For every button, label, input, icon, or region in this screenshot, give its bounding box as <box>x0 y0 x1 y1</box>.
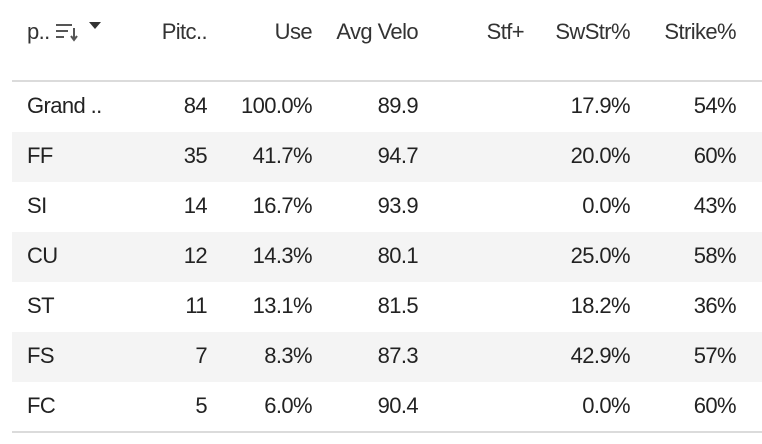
cell-value: 7 <box>195 343 207 368</box>
cell-value: 14 <box>184 193 208 218</box>
table-cells: p.. Pitc.. Use Avg Velo Stf+ SwStr% Strike% Gra… <box>27 19 737 418</box>
column-header[interactable]: p.. <box>27 19 50 44</box>
row-label: ST <box>27 293 54 318</box>
cell-value: 25.0% <box>571 243 630 268</box>
column-header[interactable]: Pitc.. <box>162 19 208 44</box>
cell-value: 16.7% <box>253 193 312 218</box>
cell-value: 58% <box>694 243 736 268</box>
dropdown-arrow[interactable] <box>89 22 101 29</box>
row-bands <box>12 132 762 382</box>
cell-value: 11 <box>185 293 207 318</box>
cell-value: 90.4 <box>378 393 419 418</box>
cell-value: 8.3% <box>264 343 312 368</box>
column-header[interactable]: Stf+ <box>487 19 525 44</box>
row-label: CU <box>27 243 58 268</box>
cell-value: 14.3% <box>253 243 312 268</box>
row-label: Grand .. <box>27 93 102 118</box>
cell-value: 43% <box>694 193 736 218</box>
cell-value: 18.2% <box>571 293 630 318</box>
row-band <box>12 132 762 182</box>
cell-value: 89.9 <box>378 93 419 118</box>
cell-value: 13.1% <box>253 293 312 318</box>
cell-value: 12 <box>184 243 208 268</box>
sort-icon[interactable] <box>56 24 78 42</box>
row-band <box>12 332 762 382</box>
cell-value: 35 <box>184 143 208 168</box>
cell-value: 93.9 <box>378 193 419 218</box>
cell-value: 36% <box>694 293 736 318</box>
cell-value: 0.0% <box>582 393 630 418</box>
cell-value: 54% <box>694 93 736 118</box>
row-label: FC <box>27 393 56 418</box>
cell-value: 60% <box>694 393 736 418</box>
cell-value: 0.0% <box>582 193 630 218</box>
column-header[interactable]: Avg Velo <box>336 19 419 44</box>
cell-value: 60% <box>694 143 736 168</box>
cell-value: 94.7 <box>378 143 419 168</box>
cell-value: 20.0% <box>571 143 630 168</box>
column-header[interactable]: SwStr% <box>555 19 630 44</box>
row-label: FS <box>27 343 54 368</box>
cell-value: 42.9% <box>571 343 630 368</box>
row-band <box>12 232 762 282</box>
row-label: FF <box>27 143 53 168</box>
cell-value: 80.1 <box>378 243 419 268</box>
cell-value: 57% <box>694 343 736 368</box>
cell-value: 6.0% <box>264 393 312 418</box>
cell-value: 41.7% <box>253 143 312 168</box>
column-header[interactable]: Strike% <box>664 19 736 44</box>
cell-value: 81.5 <box>378 293 419 318</box>
column-header[interactable]: Use <box>275 19 313 44</box>
row-label: SI <box>27 193 47 218</box>
cell-value: 17.9% <box>571 93 630 118</box>
cell-value: 5 <box>195 393 207 418</box>
cell-value: 84 <box>184 93 208 118</box>
cell-value: 100.0% <box>241 93 312 118</box>
cell-value: 87.3 <box>378 343 419 368</box>
